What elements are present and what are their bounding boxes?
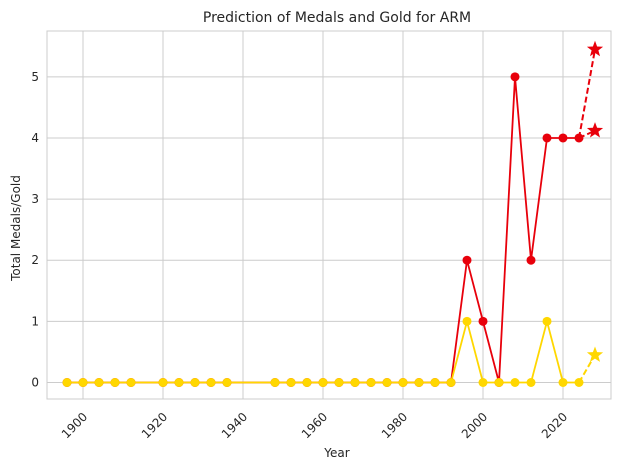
y-tick-label: 3 (31, 192, 39, 206)
gold-point (574, 377, 584, 387)
y-tick-label: 5 (31, 70, 39, 84)
medals-point (478, 316, 488, 326)
gold-point (462, 316, 472, 326)
gold-point (190, 377, 200, 387)
gold-point (94, 377, 104, 387)
medals-point (462, 255, 472, 265)
gold-point (158, 377, 168, 387)
chart-title: Prediction of Medals and Gold for ARM (203, 10, 471, 26)
x-tick-label: 2020 (539, 410, 570, 441)
gold-point (494, 377, 504, 387)
gold-point (510, 377, 520, 387)
gold-point (174, 377, 184, 387)
y-tick-label: 4 (31, 131, 39, 145)
medals-point (558, 133, 568, 143)
gold-point (270, 377, 280, 387)
gold-point (414, 377, 424, 387)
gold-prediction-line (578, 354, 596, 383)
x-tick-label: 1940 (219, 410, 250, 441)
y-tick-label: 2 (31, 253, 39, 267)
medals-point (574, 133, 584, 143)
gold-point (286, 377, 296, 387)
x-tick-label: 1920 (139, 410, 170, 441)
gold-point (206, 377, 216, 387)
gold-point (62, 377, 72, 387)
gold-point (302, 377, 312, 387)
gold-point (126, 377, 136, 387)
gold-point (382, 377, 392, 387)
gold-point (78, 377, 88, 387)
gold-point (222, 377, 232, 387)
gold-point (542, 316, 552, 326)
medals-prediction-star (586, 40, 604, 57)
gold-prediction-star (586, 346, 604, 362)
gold-point (334, 377, 344, 387)
x-tick-label: 1900 (59, 410, 90, 441)
medals-point (510, 72, 520, 82)
gold-point (318, 377, 328, 387)
series-markers (62, 40, 604, 387)
x-tick-label: 1980 (379, 410, 410, 441)
x-tick-label: 2000 (459, 410, 490, 441)
gold-point (526, 377, 536, 387)
x-tick-label: 1960 (299, 410, 330, 441)
medals-point (542, 133, 552, 143)
medals-prediction-line (578, 49, 596, 139)
y-tick-label: 1 (31, 314, 39, 328)
gold-point (366, 377, 376, 387)
gold-point (446, 377, 456, 387)
gold-point (478, 377, 488, 387)
gold-point (350, 377, 360, 387)
y-tick-label: 0 (31, 375, 39, 389)
plot-frame (46, 30, 612, 400)
y-axis-label: Total Medals/Gold (9, 175, 23, 282)
medals-prediction-star (586, 122, 604, 138)
gold-point (110, 377, 120, 387)
gold-point (398, 377, 408, 387)
series-lines (67, 49, 596, 384)
medals-point (526, 255, 536, 265)
x-axis-label: Year (323, 446, 349, 460)
gold-point (430, 377, 440, 387)
gold-point (558, 377, 568, 387)
